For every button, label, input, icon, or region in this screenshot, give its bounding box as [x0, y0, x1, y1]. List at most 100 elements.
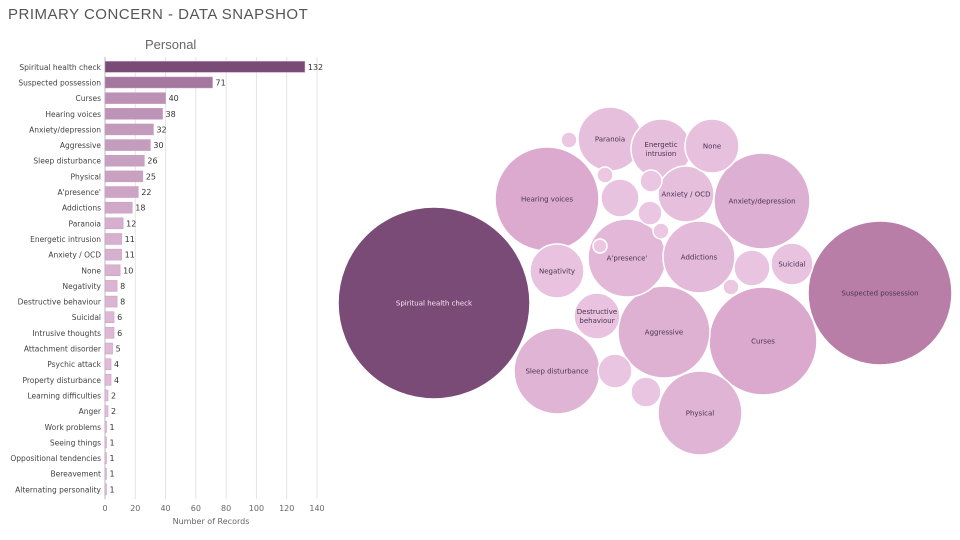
bubble-circle[interactable]: [652, 222, 670, 240]
bar[interactable]: [104, 233, 122, 245]
bar[interactable]: [104, 170, 144, 183]
bubble[interactable]: Anxiety / OCD: [657, 165, 715, 223]
bubble[interactable]: None: [684, 118, 740, 174]
bar[interactable]: [104, 139, 151, 151]
bubble[interactable]: Curses: [708, 286, 818, 396]
bar-chart-title: Personal: [145, 37, 197, 52]
bubble[interactable]: Negativity: [529, 243, 585, 299]
category-label: Sleep disturbance: [33, 157, 101, 166]
bubble[interactable]: Spiritual health check: [337, 206, 531, 400]
bubble-label: A'presence': [607, 255, 648, 263]
bubble-circle[interactable]: [807, 220, 953, 366]
bar[interactable]: [104, 467, 107, 480]
bubble[interactable]: Addictions: [662, 220, 736, 294]
bubble-circle[interactable]: [560, 131, 578, 149]
bar-value-label: 4: [114, 360, 119, 369]
bubble-circle[interactable]: [713, 152, 811, 250]
bubble-circle[interactable]: [630, 376, 662, 408]
category-label: Intrusive thoughts: [32, 329, 101, 338]
x-tick-label: 60: [191, 504, 201, 513]
bar[interactable]: [104, 374, 112, 386]
bar[interactable]: [104, 92, 166, 104]
bar[interactable]: [104, 264, 121, 277]
bubble[interactable]: [592, 238, 608, 254]
bubble-circle[interactable]: [657, 370, 743, 456]
x-tick-label: 0: [102, 504, 107, 513]
bubble-circle[interactable]: [529, 243, 585, 299]
bubble[interactable]: [652, 222, 670, 240]
bubble[interactable]: Sleep disturbance: [513, 327, 601, 415]
bar[interactable]: [104, 108, 163, 120]
bar[interactable]: [104, 61, 306, 73]
bar[interactable]: [104, 421, 107, 433]
bubble[interactable]: Anxiety/depression: [713, 152, 811, 250]
bar-value-label: 2: [111, 407, 116, 416]
bubble-label: Suspected possession: [841, 290, 918, 298]
bubble[interactable]: [637, 200, 663, 226]
bubble-circle[interactable]: [637, 200, 663, 226]
bar[interactable]: [104, 452, 107, 464]
bubble-circle[interactable]: [592, 238, 608, 254]
bar-value-label: 6: [117, 329, 122, 338]
bubble-label: Curses: [751, 338, 775, 346]
bar[interactable]: [104, 201, 133, 214]
bubble[interactable]: [722, 278, 740, 296]
bubble[interactable]: [733, 249, 771, 287]
bubble-circle[interactable]: [733, 249, 771, 287]
bubble[interactable]: Aggressive: [617, 285, 711, 379]
category-label: Energetic intrusion: [30, 235, 101, 244]
bubble[interactable]: [597, 353, 633, 389]
bubble-circle[interactable]: [596, 166, 614, 184]
bubble-label: Hearing voices: [521, 196, 573, 204]
bubble[interactable]: [639, 169, 663, 193]
category-label: Anxiety/depression: [29, 125, 101, 134]
bubble[interactable]: [596, 166, 614, 184]
bubble[interactable]: Suspected possession: [807, 220, 953, 366]
bar-value-label: 11: [125, 251, 135, 260]
bubble-circle[interactable]: [770, 242, 814, 286]
bar[interactable]: [104, 295, 118, 308]
category-label: A'presence': [57, 188, 101, 197]
x-tick-label: 40: [160, 504, 170, 513]
bubble-circle[interactable]: [600, 178, 640, 218]
bar[interactable]: [104, 154, 145, 167]
bar-value-label: 30: [153, 141, 163, 150]
bubble-circle[interactable]: [617, 285, 711, 379]
bar[interactable]: [104, 248, 122, 261]
bubble-circle[interactable]: [684, 118, 740, 174]
bar[interactable]: [104, 358, 112, 370]
bubble-circle[interactable]: [657, 165, 715, 223]
bubble-circle[interactable]: [722, 278, 740, 296]
bar[interactable]: [104, 405, 109, 417]
bubble-circle[interactable]: [573, 292, 621, 340]
bar[interactable]: [104, 342, 113, 355]
bar[interactable]: [104, 76, 213, 89]
category-label: Suicidal: [72, 313, 101, 322]
bubble[interactable]: [630, 376, 662, 408]
bubble-circle[interactable]: [639, 169, 663, 193]
bar[interactable]: [104, 217, 124, 230]
bubble[interactable]: Suicidal: [770, 242, 814, 286]
bubble[interactable]: Hearing voices: [494, 146, 600, 252]
category-label: Work problems: [45, 423, 101, 432]
category-label: Oppositional tendencies: [10, 454, 101, 463]
bar[interactable]: [104, 483, 107, 496]
bubble-circle[interactable]: [662, 220, 736, 294]
bar[interactable]: [104, 123, 154, 136]
bubble-circle[interactable]: [337, 206, 531, 400]
bar[interactable]: [104, 389, 109, 402]
bubble[interactable]: Physical: [657, 370, 743, 456]
bar[interactable]: [104, 311, 115, 323]
bar[interactable]: [104, 186, 139, 198]
bar[interactable]: [104, 436, 107, 449]
bubble[interactable]: [600, 178, 640, 218]
bubble-circle[interactable]: [597, 353, 633, 389]
bar-value-label: 40: [169, 94, 179, 103]
bubble[interactable]: [560, 131, 578, 149]
bar-value-label: 8: [120, 298, 125, 307]
bar[interactable]: [104, 280, 118, 292]
bar[interactable]: [104, 327, 115, 339]
